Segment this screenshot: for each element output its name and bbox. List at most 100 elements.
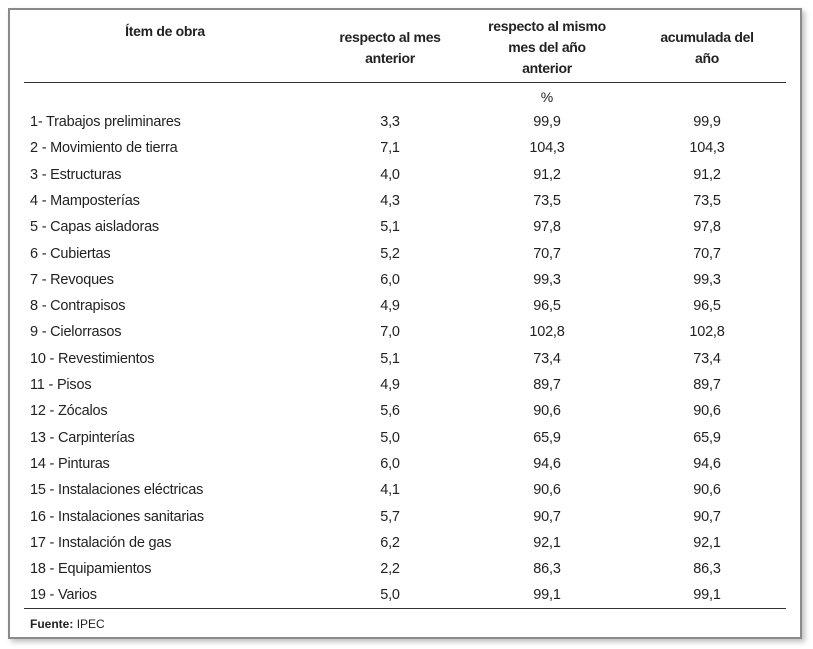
table-row: 10 - Revestimientos 5,1 73,4 73,4 <box>0 351 813 373</box>
table-row: 1- Trabajos preliminares 3,3 99,9 99,9 <box>0 114 813 136</box>
row-item: 11 - Pisos <box>30 377 92 393</box>
table-row: 2 - Movimiento de tierra 7,1 104,3 104,3 <box>0 140 813 162</box>
row-item: 5 - Capas aisladoras <box>30 219 159 236</box>
row-item: 2 - Movimiento de tierra <box>30 140 178 157</box>
row-year-change: 86,3 <box>533 561 561 578</box>
row-year-change: 99,9 <box>533 114 561 130</box>
table-row: 19 - Varios 5,0 99,1 99,1 <box>0 587 813 609</box>
row-accumulated-change: 99,9 <box>693 114 721 130</box>
row-month-change: 4,9 <box>380 298 400 315</box>
row-month-change: 5,0 <box>380 587 400 604</box>
row-item: 14 - Pinturas <box>30 455 110 472</box>
row-month-change: 4,3 <box>380 192 400 209</box>
row-month-change: 6,0 <box>380 271 400 288</box>
row-month-change: 4,9 <box>380 377 400 393</box>
source-label: Fuente: <box>30 617 74 631</box>
row-month-change: 4,0 <box>380 166 400 183</box>
row-month-change: 7,0 <box>380 324 400 341</box>
row-accumulated-change: 90,7 <box>693 508 721 525</box>
table-row: 8 - Contrapisos 4,9 96,5 96,5 <box>0 298 813 320</box>
header-year: respecto al mismo mes del año anterior <box>488 18 606 76</box>
row-year-change: 96,5 <box>533 298 561 315</box>
row-item: 10 - Revestimientos <box>30 350 155 367</box>
row-year-change: 70,7 <box>533 245 561 262</box>
table-row: 4 - Mamposterías 4,3 73,5 73,5 <box>0 193 813 215</box>
row-month-change: 5,1 <box>380 219 400 236</box>
header-month: respecto al mes anterior <box>339 29 441 66</box>
row-accumulated-change: 73,4 <box>693 350 721 367</box>
row-accumulated-change: 102,8 <box>689 324 725 341</box>
row-accumulated-change: 86,3 <box>693 561 721 578</box>
row-year-change: 104,3 <box>529 140 565 157</box>
table-row: 14 - Pinturas 6,0 94,6 94,6 <box>0 456 813 478</box>
row-item: 8 - Contrapisos <box>30 298 126 315</box>
row-year-change: 92,1 <box>533 534 561 551</box>
source-value: IPEC <box>76 617 105 631</box>
row-item: 1- Trabajos preliminares <box>30 114 181 130</box>
row-accumulated-change: 96,5 <box>693 298 721 315</box>
row-month-change: 5,0 <box>380 429 400 446</box>
table-row: 7 - Revoques 6,0 99,3 99,3 <box>0 272 813 294</box>
table-row: 16 - Instalaciones sanitarias 5,7 90,7 90,7 <box>0 509 813 531</box>
header-divider <box>24 82 786 83</box>
table-row: 6 - Cubiertas 5,2 70,7 70,7 <box>0 246 813 268</box>
row-item: 7 - Revoques <box>30 271 114 288</box>
row-accumulated-change: 89,7 <box>693 377 721 393</box>
row-accumulated-change: 70,7 <box>693 245 721 262</box>
row-accumulated-change: 90,6 <box>693 482 721 499</box>
row-year-change: 99,3 <box>533 271 561 288</box>
unit-label: % <box>540 89 554 105</box>
table-row: 3 - Estructuras 4,0 91,2 91,2 <box>0 167 813 189</box>
row-accumulated-change: 73,5 <box>693 192 721 209</box>
source-note: Fuente: IPEC <box>30 617 105 631</box>
table-row: 18 - Equipamientos 2,2 86,3 86,3 <box>0 561 813 583</box>
row-accumulated-change: 99,3 <box>693 271 721 288</box>
row-year-change: 97,8 <box>533 219 561 236</box>
row-year-change: 91,2 <box>533 166 561 183</box>
row-month-change: 5,7 <box>380 508 400 525</box>
row-year-change: 102,8 <box>529 324 565 341</box>
row-month-change: 3,3 <box>380 114 400 130</box>
table-row: 5 - Capas aisladoras 5,1 97,8 97,8 <box>0 219 813 241</box>
row-item: 6 - Cubiertas <box>30 245 111 262</box>
table-frame <box>8 8 802 639</box>
row-accumulated-change: 90,6 <box>693 403 721 420</box>
row-accumulated-change: 92,1 <box>693 534 721 551</box>
table-row: 11 - Pisos 4,9 89,7 89,7 <box>0 377 813 399</box>
table-row: 17 - Instalación de gas 6,2 92,1 92,1 <box>0 535 813 557</box>
row-year-change: 89,7 <box>533 377 561 393</box>
header-accumulated: acumulada del año <box>660 29 754 66</box>
row-month-change: 4,1 <box>380 482 400 499</box>
header-item: Ítem de obra <box>125 23 205 39</box>
row-item: 17 - Instalación de gas <box>30 534 172 551</box>
row-month-change: 5,1 <box>380 350 400 367</box>
row-accumulated-change: 99,1 <box>693 587 721 604</box>
row-month-change: 7,1 <box>380 140 400 157</box>
row-month-change: 2,2 <box>380 561 400 578</box>
table-row: 15 - Instalaciones eléctricas 4,1 90,6 90,6 <box>0 482 813 504</box>
row-item: 16 - Instalaciones sanitarias <box>30 508 204 525</box>
row-year-change: 94,6 <box>533 455 561 472</box>
row-month-change: 5,2 <box>380 245 400 262</box>
row-accumulated-change: 104,3 <box>689 140 725 157</box>
row-year-change: 90,6 <box>533 403 561 420</box>
row-accumulated-change: 65,9 <box>693 429 721 446</box>
row-accumulated-change: 94,6 <box>693 455 721 472</box>
row-year-change: 90,6 <box>533 482 561 499</box>
row-item: 3 - Estructuras <box>30 166 122 183</box>
row-year-change: 99,1 <box>533 587 561 604</box>
footer-divider <box>24 608 786 609</box>
row-month-change: 6,2 <box>380 534 400 551</box>
row-item: 13 - Carpinterías <box>30 429 135 446</box>
row-item: 19 - Varios <box>30 587 97 604</box>
table-row: 9 - Cielorrasos 7,0 102,8 102,8 <box>0 324 813 346</box>
row-accumulated-change: 97,8 <box>693 219 721 236</box>
row-accumulated-change: 91,2 <box>693 166 721 183</box>
row-item: 15 - Instalaciones eléctricas <box>30 482 204 499</box>
row-year-change: 65,9 <box>533 429 561 446</box>
row-item: 9 - Cielorrasos <box>30 324 122 341</box>
row-item: 4 - Mamposterías <box>30 192 140 209</box>
row-year-change: 73,5 <box>533 192 561 209</box>
row-year-change: 90,7 <box>533 508 561 525</box>
table-row: 12 - Zócalos 5,6 90,6 90,6 <box>0 403 813 425</box>
